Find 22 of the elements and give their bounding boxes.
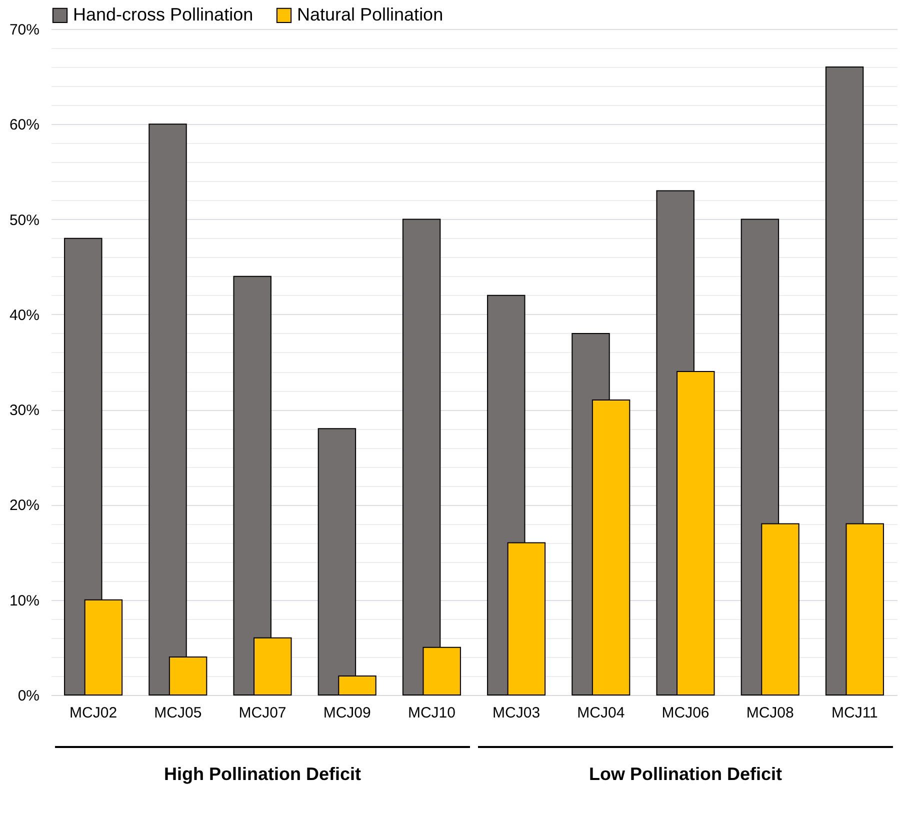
legend-label: Natural Pollination (297, 4, 444, 24)
x-tick-label: MCJ08 (746, 704, 794, 722)
y-tick-label: 60% (9, 116, 40, 134)
x-tick-label: MCJ09 (323, 704, 371, 722)
legend-label: Hand-cross Pollination (73, 4, 254, 24)
x-tick-label: MCJ11 (831, 704, 878, 722)
y-tick-label: 0% (18, 688, 40, 704)
y-tick-label: 30% (9, 402, 40, 420)
y-tick-label: 50% (9, 212, 40, 229)
x-tick-label: MCJ10 (408, 704, 456, 722)
x-tick-label: MCJ04 (577, 704, 625, 722)
x-tick-label: MCJ06 (662, 704, 710, 722)
x-tick-label: MCJ03 (492, 704, 540, 722)
x-tick-label: MCJ02 (70, 704, 118, 722)
text: High Pollination Deficit (164, 764, 362, 784)
x-tick-label: MCJ05 (154, 704, 202, 722)
text: Low Pollination Deficit (589, 764, 782, 784)
y-tick-label: 20% (9, 497, 40, 514)
y-tick-label: 70% (9, 22, 40, 38)
y-tick-label: 40% (9, 306, 40, 324)
y-tick-label: 10% (9, 592, 40, 610)
x-tick-label: MCJ07 (238, 704, 286, 722)
